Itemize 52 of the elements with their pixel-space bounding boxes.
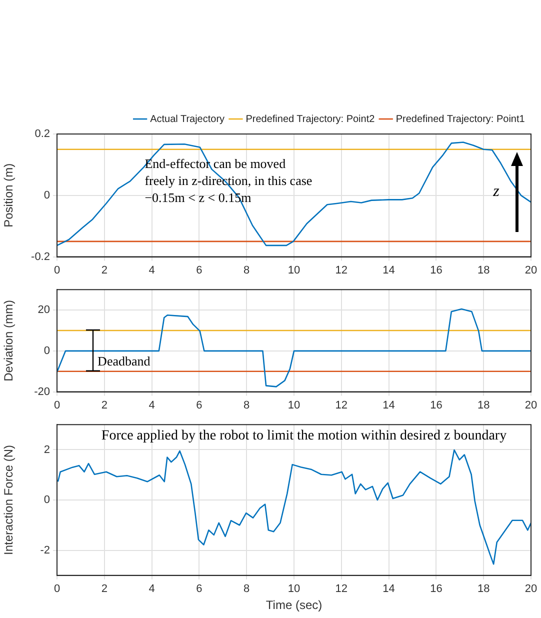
y-tick-label: -2	[40, 544, 50, 556]
x-tick-label: 4	[148, 399, 155, 412]
x-tick-label: 6	[196, 264, 202, 276]
x-tick-label: 6	[196, 583, 202, 596]
legend-label: Actual Trajectory	[150, 114, 225, 125]
legend-label: Predefined Trajectory: Point1	[396, 114, 526, 125]
x-tick-label: 20	[524, 399, 538, 412]
x-tick-label: 8	[244, 399, 250, 412]
x-tick-label: 18	[477, 583, 490, 596]
x-tick-label: 14	[382, 264, 395, 276]
x-tick-label: 2	[101, 264, 108, 276]
y-tick-label: 0.2	[34, 128, 50, 140]
annotation: Force applied by the robot to limit the motion within desired z boundary	[101, 428, 507, 444]
x-tick-label: 8	[244, 264, 250, 276]
x-tick-label: 0	[54, 583, 60, 596]
x-tick-label: 10	[288, 399, 300, 412]
x-tick-label: 18	[477, 399, 490, 412]
x-tick-label: 10	[288, 264, 300, 276]
y-tick-label: 0	[44, 189, 50, 202]
y-tick-label: 2	[44, 444, 50, 456]
x-tick-label: 2	[101, 583, 108, 596]
x-tick-label: 12	[335, 583, 348, 596]
y-axis-title: Interaction Force (N)	[2, 444, 16, 556]
x-tick-label: 14	[382, 583, 395, 596]
x-tick-label: 12	[335, 399, 348, 412]
y-tick-label: -20	[34, 386, 50, 398]
x-tick-label: 4	[148, 264, 155, 276]
y-tick-label: 20	[38, 304, 50, 316]
x-tick-label: 2	[101, 399, 108, 412]
y-tick-label: 0	[44, 494, 50, 506]
x-tick-label: 20	[524, 583, 538, 596]
annotation: z	[492, 183, 500, 200]
x-tick-label: 16	[430, 264, 442, 276]
x-tick-label: 16	[430, 399, 442, 412]
y-axis-title: Deviation (mm)	[2, 300, 16, 382]
x-tick-label: 10	[288, 583, 300, 596]
x-tick-label: 4	[148, 583, 155, 596]
x-tick-label: 0	[54, 399, 60, 412]
x-tick-label: 12	[335, 264, 348, 276]
x-tick-label: 18	[477, 264, 490, 276]
x-tick-label: 0	[54, 264, 60, 276]
y-axis-title: Position (m)	[2, 163, 16, 228]
y-tick-label: 0	[44, 344, 50, 357]
x-axis-title: Time (sec)	[266, 598, 322, 612]
annotation: Deadband	[98, 353, 151, 368]
y-tick-label: -0.2	[31, 250, 50, 263]
x-tick-label: 20	[524, 264, 538, 276]
x-tick-label: 8	[244, 583, 250, 596]
x-tick-label: 6	[196, 399, 202, 412]
x-tick-label: 16	[430, 583, 442, 596]
x-tick-label: 14	[382, 399, 395, 412]
legend-label: Predefined Trajectory: Point2	[246, 114, 376, 125]
